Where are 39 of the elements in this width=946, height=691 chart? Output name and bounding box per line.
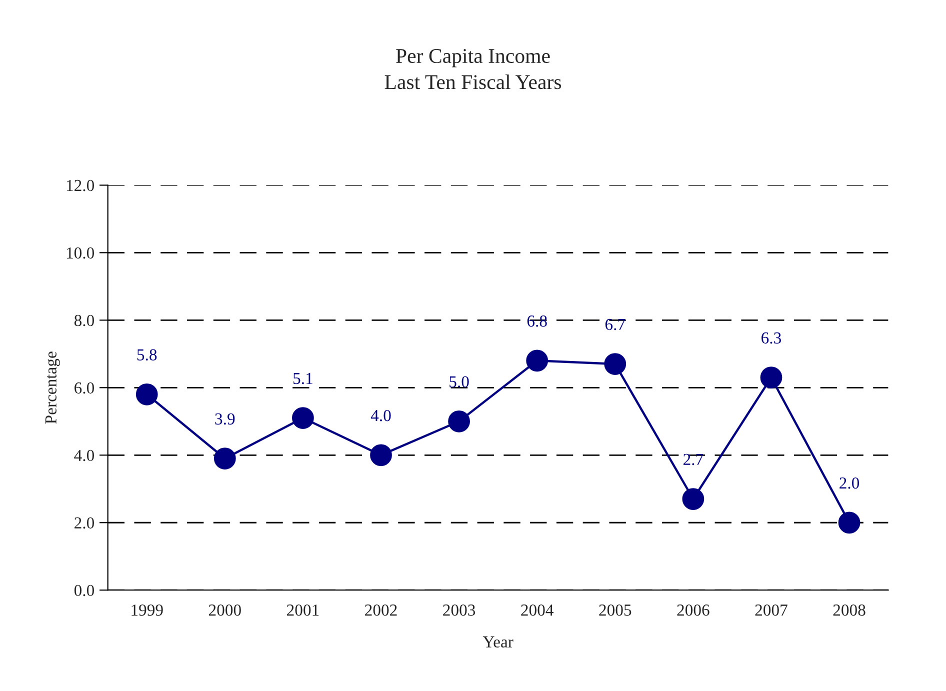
x-tick-label: 2008 — [833, 604, 866, 616]
text: 3.9 — [215, 413, 235, 425]
text: 5.8 — [137, 349, 157, 361]
point — [214, 448, 236, 470]
y-tick-label: 2.0 — [74, 517, 94, 529]
chart-title: Per Capita Income Last Ten Fiscal Years — [384, 49, 562, 90]
point — [838, 512, 860, 534]
y-tick-label: 4.0 — [74, 450, 94, 462]
y-tick-label: 12.0 — [66, 180, 94, 192]
point — [604, 353, 626, 375]
y-tick-label: 10.0 — [66, 247, 94, 259]
x-tick-label: 2001 — [287, 604, 319, 616]
text: 2.0 — [840, 477, 860, 489]
point — [526, 350, 548, 372]
text: 2.7 — [683, 454, 704, 466]
x-tick-label: 2005 — [599, 604, 632, 616]
text: 6.3 — [762, 332, 781, 344]
x-tick-label: 1999 — [132, 604, 163, 616]
text: 5.0 — [450, 376, 469, 388]
point — [448, 410, 470, 432]
y-tick-label: 0.0 — [74, 584, 94, 596]
text: 4.0 — [370, 410, 391, 422]
x-tick-label: 2004 — [521, 604, 554, 616]
point — [370, 444, 392, 466]
text: 5.1 — [294, 372, 312, 384]
point — [760, 366, 782, 388]
y-tick-label: 8.0 — [74, 314, 94, 326]
x-axis-title: Year — [482, 636, 514, 648]
x-tick-label: 2002 — [365, 604, 397, 616]
y-tick-label: 6.0 — [74, 382, 94, 394]
x-tick-label: 2006 — [677, 604, 710, 616]
point — [292, 407, 314, 429]
text: 6.7 — [605, 318, 626, 330]
x-tick-label: 2003 — [443, 604, 476, 616]
point — [136, 383, 158, 406]
x-tick-label: 2007 — [755, 604, 788, 616]
y-axis-title: Percentage — [45, 352, 60, 424]
point — [682, 488, 704, 510]
x-tick-label: 2000 — [208, 604, 241, 616]
